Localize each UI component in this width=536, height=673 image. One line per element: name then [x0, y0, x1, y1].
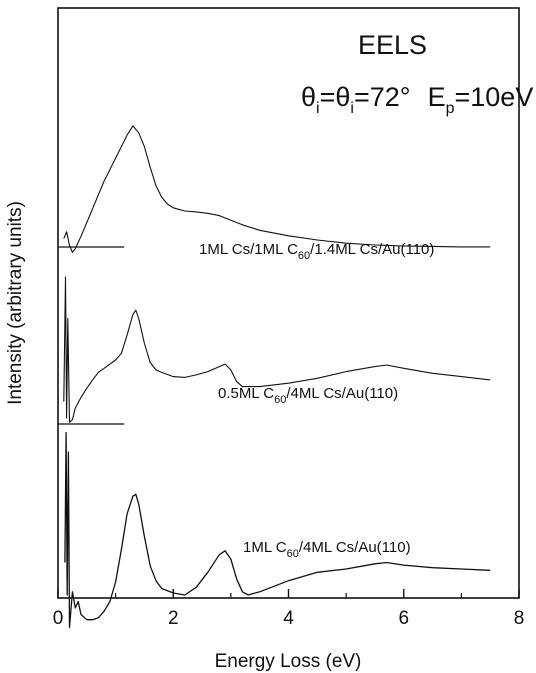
series-label-3: 1ML C60/4ML Cs/Au(110)	[243, 539, 411, 560]
conditions-label: θi=θi=72° Ep=10eV	[301, 82, 533, 117]
theta2-sub: i	[350, 100, 354, 117]
x-axis-title: Energy Loss (eV)	[215, 651, 362, 672]
series-label-2-sub: 60	[274, 394, 286, 406]
y-axis-title: Intensity (arbitrary units)	[5, 201, 26, 405]
x-tick-label-0: 0	[53, 608, 64, 629]
x-tick-label-8: 8	[514, 608, 525, 629]
series-label-3-b: /4ML Cs/Au(110)	[299, 539, 411, 556]
x-tick-label-6: 6	[398, 608, 409, 629]
x-tick-label-4: 4	[283, 608, 294, 629]
theta2-prefix: =	[320, 82, 336, 112]
angle-value: =72°	[354, 82, 411, 112]
theta1: θ	[301, 82, 316, 112]
series-label-1-b: /1.4ML Cs/Au(110)	[310, 241, 434, 258]
series-line-1	[63, 125, 491, 253]
series-label-2-b: /4ML Cs/Au(110)	[286, 385, 398, 402]
series-label-1: 1ML Cs/1ML C60/1.4ML Cs/Au(110)	[199, 241, 434, 262]
ep-value: =10eV	[455, 82, 534, 112]
method-label: EELS	[358, 30, 427, 60]
theta2: θ	[335, 82, 350, 112]
series-label-2: 0.5ML C60/4ML Cs/Au(110)	[218, 385, 398, 406]
theta1-sub: i	[316, 100, 320, 117]
plot-frame	[57, 7, 520, 599]
x-axis-tick-labels: 0 2 4 6 8	[53, 608, 525, 629]
ep-symbol: E	[428, 82, 446, 112]
series-label-1-a: 1ML Cs/1ML C	[199, 241, 298, 258]
x-axis-ticks	[57, 589, 520, 598]
x-tick-label-2: 2	[168, 608, 179, 629]
series-baselines	[58, 246, 125, 425]
series-label-1-sub: 60	[298, 250, 310, 262]
series-lines	[63, 125, 491, 629]
series-label-2-a: 0.5ML C	[218, 385, 274, 402]
series-label-3-sub: 60	[287, 548, 299, 560]
ep-sub: p	[446, 100, 455, 117]
series-line-2	[63, 276, 491, 423]
series-label-3-a: 1ML C	[243, 539, 287, 556]
series-line-3	[64, 431, 491, 629]
